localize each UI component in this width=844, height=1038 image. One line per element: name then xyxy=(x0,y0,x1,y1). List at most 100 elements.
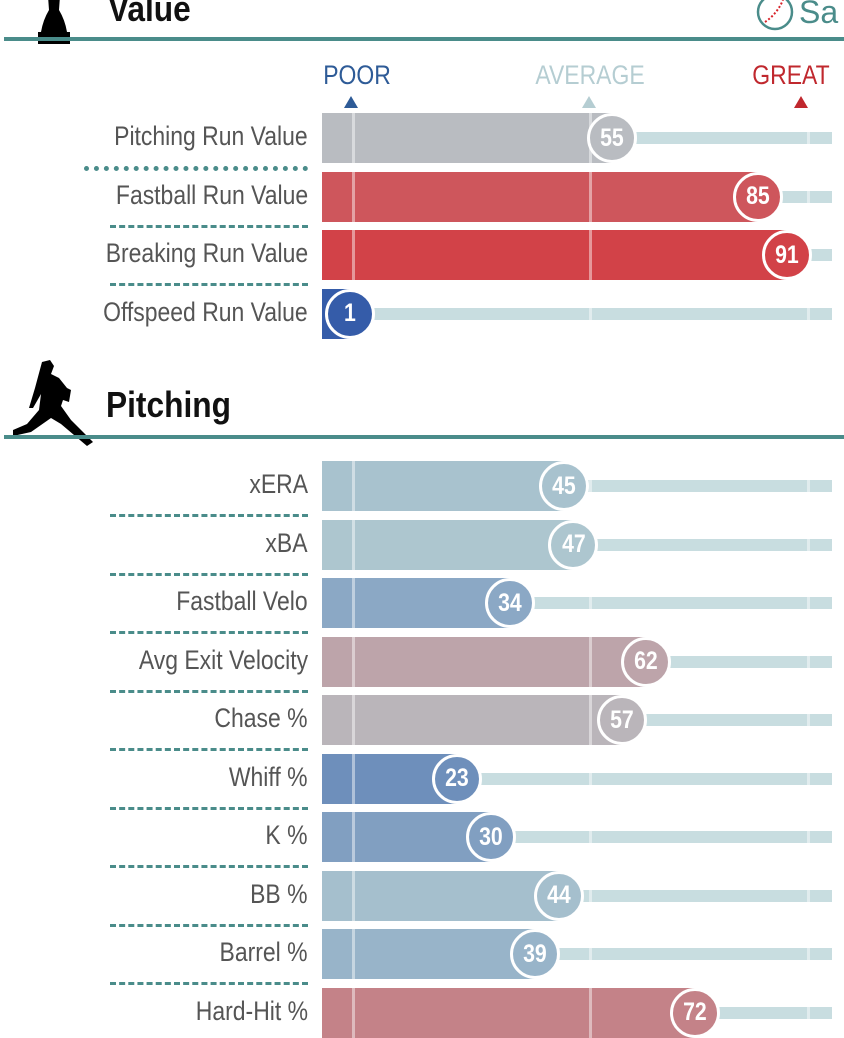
percentile-value: 55 xyxy=(600,123,625,152)
percentile-circle: 23 xyxy=(431,753,482,804)
percentile-value: 47 xyxy=(561,530,586,558)
percentile-bar xyxy=(322,870,559,921)
bar-track xyxy=(646,655,832,668)
metric-label: xERA xyxy=(249,469,308,499)
great-marker-icon xyxy=(794,96,808,108)
bar-track xyxy=(573,538,832,551)
percentile-bar xyxy=(322,230,788,280)
metric-label: Fastball Run Value xyxy=(115,179,308,210)
grid-line xyxy=(352,636,355,687)
grid-line xyxy=(807,636,810,687)
grid-line xyxy=(352,519,355,570)
percentile-bar xyxy=(322,695,623,745)
row-separator xyxy=(110,689,308,693)
metric-label: xBA xyxy=(265,527,308,558)
section-rule xyxy=(4,37,844,41)
bar-track xyxy=(563,480,832,492)
grid-line xyxy=(807,929,810,979)
row-separator xyxy=(110,982,308,985)
grid-line xyxy=(589,812,592,862)
grid-line xyxy=(807,987,810,1038)
row-separator xyxy=(110,572,308,576)
row-separator xyxy=(110,224,308,228)
savant-logo: Sa xyxy=(755,0,838,32)
percentile-value: 45 xyxy=(551,471,576,500)
metric-label: Avg Exit Velocity xyxy=(138,644,308,675)
section-rule xyxy=(4,435,844,439)
metric-label: Breaking Run Value xyxy=(105,238,308,268)
percentile-value: 1 xyxy=(343,299,356,327)
percentile-bar xyxy=(322,812,491,862)
legend-great: GREAT xyxy=(752,60,830,90)
legend-average: AVERAGE xyxy=(535,60,645,90)
percentile-bar xyxy=(322,987,695,1038)
section-title-pitching: Pitching xyxy=(106,384,231,425)
metric-label: Hard-Hit % xyxy=(195,995,308,1026)
grid-line xyxy=(589,230,592,280)
percentile-bar xyxy=(322,636,647,687)
metric-label: BB % xyxy=(250,878,308,909)
metric-label: Chase % xyxy=(214,703,308,733)
grid-line xyxy=(807,519,810,570)
grid-line xyxy=(352,753,355,804)
bar-track xyxy=(510,597,832,609)
percentile-value: 91 xyxy=(775,240,800,269)
row-separator xyxy=(110,283,308,286)
percentile-circle: 91 xyxy=(762,230,813,280)
metric-label: K % xyxy=(265,820,308,850)
row-separator xyxy=(110,865,308,868)
grid-line xyxy=(352,929,355,979)
grid-line xyxy=(807,288,810,339)
percentile-circle: 30 xyxy=(465,812,516,862)
percentile-value: 44 xyxy=(547,881,571,909)
grid-line xyxy=(352,695,355,745)
grid-line xyxy=(807,812,810,862)
percentile-circle: 85 xyxy=(733,171,784,222)
grid-line xyxy=(352,987,355,1038)
grid-line xyxy=(589,171,592,222)
metric-label: Pitching Run Value xyxy=(114,121,308,151)
grid-line xyxy=(352,870,355,921)
percentile-circle: 1 xyxy=(324,288,375,339)
grid-line xyxy=(352,171,355,222)
bar-track xyxy=(456,772,832,785)
percentile-value: 72 xyxy=(683,998,707,1026)
poor-marker-icon xyxy=(344,96,358,108)
row-separator xyxy=(110,748,308,751)
row-separator xyxy=(110,514,308,517)
grid-line xyxy=(807,753,810,804)
percentile-bar xyxy=(322,578,511,628)
bar-track xyxy=(349,307,832,320)
percentile-value: 85 xyxy=(746,182,770,210)
row-separator xyxy=(84,166,308,171)
grid-line xyxy=(589,753,592,804)
grid-line xyxy=(589,578,592,628)
logo-text: Sa xyxy=(799,0,839,30)
percentile-circle: 45 xyxy=(538,461,589,511)
metric-label: Offspeed Run Value xyxy=(103,296,308,327)
percentile-value: 57 xyxy=(610,705,634,734)
grid-line xyxy=(589,929,592,979)
bar-track xyxy=(622,714,832,726)
metric-label: Barrel % xyxy=(219,937,308,967)
grid-line xyxy=(589,870,592,921)
metric-label: Whiff % xyxy=(229,761,308,792)
legend-poor: POOR xyxy=(323,60,391,90)
grid-line xyxy=(807,113,810,163)
average-marker-icon xyxy=(582,96,596,108)
grid-line xyxy=(807,578,810,628)
grid-line xyxy=(589,987,592,1038)
grid-line xyxy=(807,695,810,745)
percentile-value: 34 xyxy=(498,588,523,617)
row-separator xyxy=(110,923,308,927)
percentile-bar xyxy=(322,171,759,222)
bar-track xyxy=(534,948,832,960)
pitcher-icon xyxy=(4,358,104,450)
row-separator xyxy=(110,806,308,810)
grid-line xyxy=(807,870,810,921)
grid-line xyxy=(352,461,355,511)
grid-line xyxy=(352,113,355,163)
bar-track xyxy=(694,1006,832,1019)
grid-line xyxy=(589,461,592,511)
grid-line xyxy=(807,461,810,511)
